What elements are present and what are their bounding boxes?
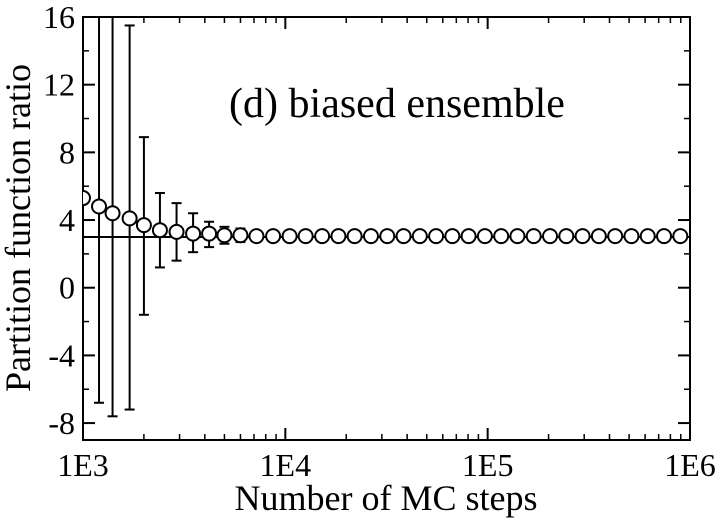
data-point (362, 228, 379, 245)
data-point (232, 227, 249, 244)
y-tick-label: 8 (59, 134, 75, 170)
data-point (83, 190, 91, 207)
data-point (590, 228, 607, 245)
y-tick-label: -4 (48, 337, 75, 373)
x-tick-label: 1E5 (462, 447, 514, 483)
data-point (281, 228, 298, 245)
data-point (444, 228, 461, 245)
data-point (121, 210, 138, 227)
x-axis-label: Number of MC steps (235, 478, 538, 518)
data-point (574, 228, 591, 245)
data-point (346, 228, 363, 245)
data-point (623, 228, 640, 245)
data-point (104, 205, 121, 222)
data-point (656, 228, 673, 245)
data-point (607, 228, 624, 245)
data-point (476, 228, 493, 245)
data-point (395, 228, 412, 245)
data-point (639, 228, 656, 245)
data-point (525, 228, 542, 245)
data-point (460, 228, 477, 245)
ticks-layer: 1E3 1E4 1E5 1E6 16 12 8 4 0 -4 -8 (43, 0, 716, 483)
data-point (558, 228, 575, 245)
x-tick-label: 1E3 (57, 447, 109, 483)
data-point (201, 225, 218, 242)
x-tick-label: 1E4 (260, 447, 312, 483)
data-point (168, 223, 185, 240)
data-point (216, 227, 233, 244)
y-tick-label: 4 (59, 202, 75, 238)
y-tick-label: 0 (59, 270, 75, 306)
data-point (91, 198, 108, 215)
plot-frame (82, 16, 691, 441)
data-point (297, 228, 314, 245)
data-point (151, 222, 168, 239)
data-point (379, 228, 396, 245)
data-point (672, 228, 689, 245)
data-point (411, 228, 428, 245)
data-point (135, 217, 152, 234)
data-point (185, 225, 202, 242)
data-point (248, 228, 265, 245)
data-layer (83, 17, 689, 418)
y-tick-label: 12 (43, 67, 75, 103)
data-point (265, 228, 282, 245)
data-point (542, 228, 559, 245)
data-point (428, 228, 445, 245)
chart-title: (d) biased ensemble (229, 81, 565, 127)
y-tick-label: 16 (43, 0, 75, 35)
y-tick-label: -8 (48, 405, 75, 441)
data-point (509, 228, 526, 245)
data-point (493, 228, 510, 245)
y-axis-label: Partition function ratio (0, 64, 38, 392)
data-point (314, 228, 331, 245)
data-point (330, 228, 347, 245)
x-tick-label: 1E6 (664, 447, 716, 483)
